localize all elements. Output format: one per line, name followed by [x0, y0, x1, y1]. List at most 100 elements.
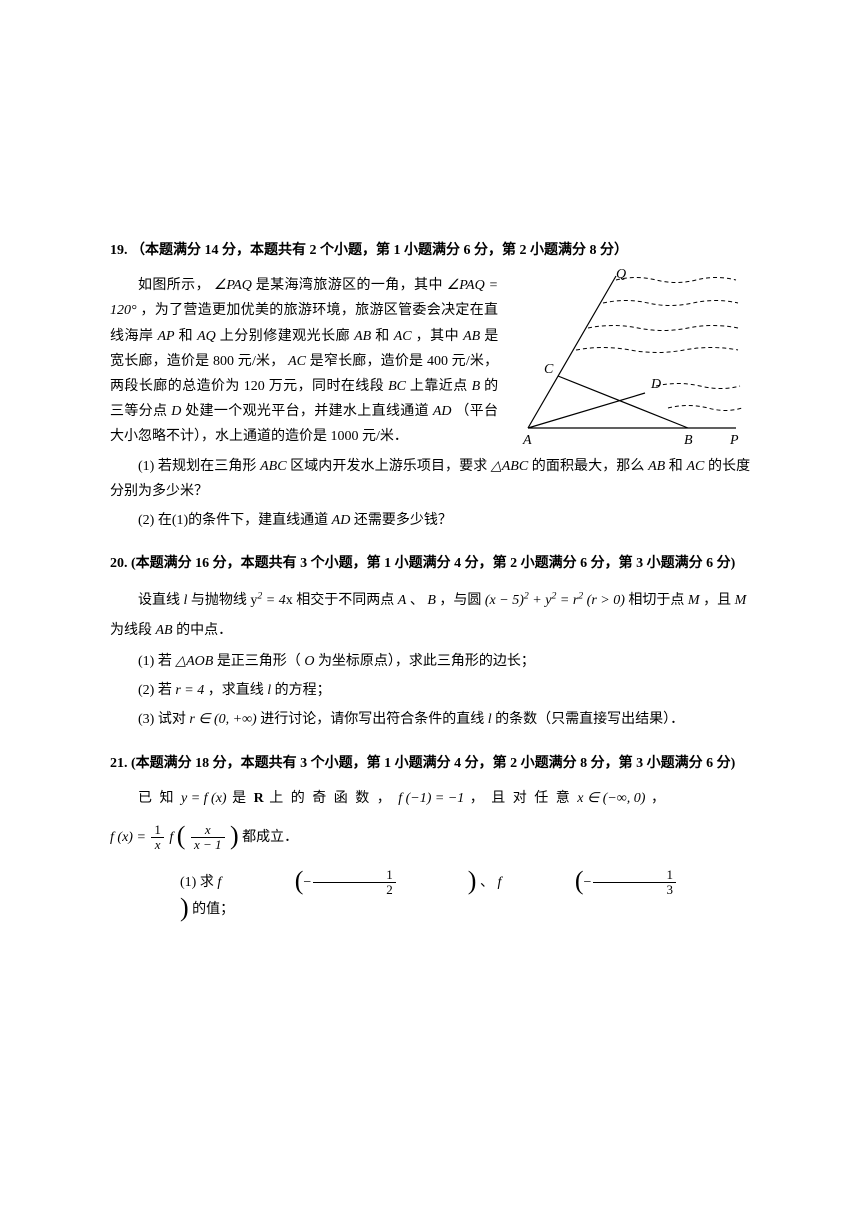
ad2: AD [332, 513, 351, 528]
t: 元/米， [238, 354, 285, 369]
problem-20: 20. (本题满分 16 分，本题共有 3 个小题，第 1 小题满分 4 分，第… [110, 551, 750, 733]
t: 是正三角形（ [217, 654, 301, 669]
d: D [171, 404, 181, 419]
t: 已 知 [138, 791, 176, 806]
t: 都成立． [242, 830, 298, 845]
t: 进行讨论，请你写出符合条件的直线 [260, 712, 484, 727]
p19-sub1: (1) 若规划在三角形 ABC 区域内开发水上游乐项目，要求 △ABC 的面积最… [110, 454, 750, 504]
t: ，与圆 [439, 593, 481, 608]
svg-text:B: B [684, 433, 693, 448]
den: x − 1 [191, 838, 225, 852]
t: 为线段 [110, 623, 152, 638]
t: 相切于点 [628, 593, 684, 608]
t: 与抛物线 [191, 593, 247, 608]
R: R [254, 791, 264, 806]
p21-formula: f (x) = 1x f ( xx − 1 ) 都成立． [110, 823, 750, 854]
problem-number: 21. [110, 756, 128, 771]
t: 处建一个观光平台，并建水上直线通道 [185, 404, 429, 419]
price: 120 [244, 379, 265, 394]
t: 的面积最大，那么 [532, 459, 645, 474]
d: 2 [313, 883, 396, 897]
t: 万元，同时在线段 [269, 379, 384, 394]
ab: AB [354, 329, 371, 344]
f: f [169, 830, 173, 845]
problem-19: 19. （本题满分 14 分，本题共有 2 个小题，第 1 小题满分 6 分，第… [110, 238, 750, 533]
ab3: AB [648, 459, 665, 474]
den: x [151, 838, 164, 852]
d: 3 [593, 883, 676, 897]
t: (1) 若 [138, 654, 172, 669]
problem-points: （本题满分 14 分，本题共有 2 个小题，第 1 小题满分 6 分，第 2 小… [131, 243, 628, 258]
problem-number: 20. [110, 556, 128, 571]
t: 和 [179, 329, 194, 344]
ad: AD [433, 404, 452, 419]
t: ， [651, 791, 667, 806]
n: 1 [593, 868, 676, 883]
ap: AP [157, 329, 174, 344]
f: f [217, 875, 221, 890]
svg-text:A: A [522, 433, 532, 448]
problem-19-body: Q C D A B P 如图所示， ∠PAQ 是某海湾旅游区的一角，其中 ∠PA… [110, 273, 750, 533]
ab: AB [156, 623, 173, 638]
t: 的中点． [176, 623, 232, 638]
b: B [472, 379, 481, 394]
t: 为坐标原点），求此三角形的边长； [318, 654, 535, 669]
n: 1 [313, 868, 396, 883]
problem-points: (本题满分 18 分，本题共有 3 个小题，第 1 小题满分 4 分，第 2 小… [131, 756, 735, 771]
t: 相交于不同两点 [296, 593, 394, 608]
t: (3) 试对 [138, 712, 186, 727]
tri: △AOB [175, 654, 213, 669]
problem-21-header: 21. (本题满分 18 分，本题共有 3 个小题，第 1 小题满分 4 分，第… [110, 751, 750, 776]
a: A [398, 593, 407, 608]
problem-21: 21. (本题满分 18 分，本题共有 3 个小题，第 1 小题满分 4 分，第… [110, 751, 750, 923]
l: l [184, 593, 188, 608]
t: 是某海湾旅游区的一角，其中 [256, 278, 443, 293]
rrange: r ∈ (0, +∞) [189, 712, 256, 727]
t: ，其中 [416, 329, 459, 344]
r4: r = 4 [175, 683, 204, 698]
b: B [427, 593, 436, 608]
xrange: x ∈ (−∞, 0) [577, 791, 645, 806]
t: 和 [375, 329, 390, 344]
yfx: y = f (x) [181, 791, 227, 806]
p20-text: 设直线 l 与抛物线 y2 = 4x 相交于不同两点 A 、 B ，与圆 (x … [110, 586, 750, 645]
aq: AQ [197, 329, 216, 344]
t: ， 且 对 任 意 [470, 791, 572, 806]
t: 区域内开发水上游乐项目，要求 [290, 459, 487, 474]
t: 是窄长廊，造价是 [310, 354, 424, 369]
bc: BC [388, 379, 406, 394]
t: 是 [232, 791, 248, 806]
t: 上靠近点 [410, 379, 468, 394]
t: (2) 在(1)的条件下，建直线通道 [138, 513, 328, 528]
p20-sub1: (1) 若 △AOB 是正三角形（ O 为坐标原点），求此三角形的边长； [110, 649, 750, 674]
tri: △ABC [491, 459, 528, 474]
svg-text:C: C [544, 362, 554, 377]
p21-sub1: (1) 求 f (−12) 、 f (−13) 的值； [110, 868, 750, 923]
t: (1) 若规划在三角形 [138, 459, 257, 474]
t: 设直线 [138, 593, 180, 608]
p19-sub2: (2) 在(1)的条件下，建直线通道 AD 还需要多少钱？ [110, 508, 750, 533]
t: ，且 [703, 593, 731, 608]
price: 1000 [331, 429, 359, 444]
m: M [688, 593, 700, 608]
price: 400 [427, 354, 448, 369]
ac2: AC [288, 354, 306, 369]
t: 如图所示， [138, 278, 210, 293]
f: f [497, 875, 501, 890]
t: ，求直线 [208, 683, 264, 698]
o: O [304, 654, 314, 669]
ac3: AC [686, 459, 704, 474]
t: 的条数（只需直接写出结果）． [495, 712, 684, 727]
t: 的方程； [275, 683, 331, 698]
problem-20-header: 20. (本题满分 16 分，本题共有 3 个小题，第 1 小题满分 4 分，第… [110, 551, 750, 576]
t: 的值； [192, 902, 234, 917]
problem-19-header: 19. （本题满分 14 分，本题共有 2 个小题，第 1 小题满分 6 分，第… [110, 238, 750, 263]
t: 元/米． [362, 429, 408, 444]
problem-points: (本题满分 16 分，本题共有 3 个小题，第 1 小题满分 4 分，第 2 小… [131, 556, 735, 571]
t: (1) 求 [180, 875, 214, 890]
angle: ∠PAQ [214, 278, 252, 293]
t: 、 [410, 593, 424, 608]
p20-sub2: (2) 若 r = 4 ，求直线 l 的方程； [110, 678, 750, 703]
t: 和 [669, 459, 683, 474]
t: (2) 若 [138, 683, 172, 698]
